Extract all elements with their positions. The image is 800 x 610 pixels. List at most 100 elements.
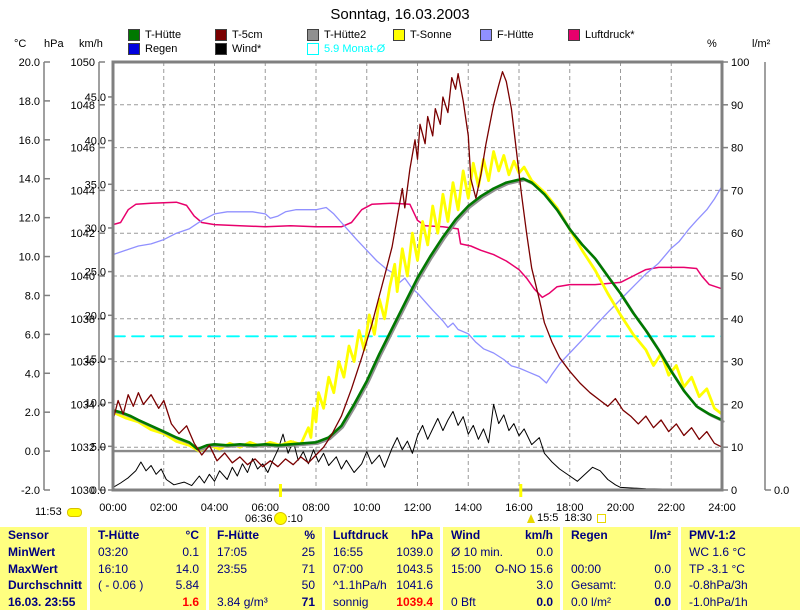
data-cell-value: 50	[301, 578, 315, 592]
percent-tick-label: 60	[731, 228, 743, 240]
kmh-tick-label: 40.0	[85, 136, 106, 148]
col-header-1-value: °C	[185, 528, 199, 542]
hpa-tick-label: 1048	[71, 100, 95, 112]
page-title: Sonntag, 16.03.2003	[330, 6, 470, 23]
celsius-tick-label: 20.0	[19, 57, 40, 69]
pmv-cell-text: -1.0hPa/1h	[689, 594, 748, 609]
time-tick-label: 04:00	[201, 502, 229, 514]
data-cell: 17:05 25	[206, 544, 322, 561]
percent-tick-label: 40	[731, 314, 743, 326]
data-cell: 15:00 O-NO 15.6	[440, 560, 560, 577]
hpa-tick-label: 1044	[71, 185, 95, 197]
legend-item-regen: Regen	[128, 43, 177, 55]
legend-label: T-Sonne	[410, 29, 452, 41]
time-tick-label: 12:00	[404, 502, 432, 514]
col-header-2-value: %	[304, 528, 315, 542]
data-cell-value: 71	[301, 561, 315, 576]
series-f-h-tte	[112, 185, 723, 384]
data-cell-value: 0.1	[182, 545, 199, 559]
series-luftdruck-	[112, 201, 723, 299]
row-label: Durchschnitt	[0, 577, 87, 594]
axis-unit-celsius: °C	[14, 38, 27, 50]
data-cell: 03:20 0.1	[87, 544, 206, 561]
col-header-3-value: hPa	[410, 528, 433, 542]
data-cell-value: 0.0	[654, 578, 671, 592]
legend-color-swatch	[215, 43, 227, 55]
current-time-label: 11:53	[35, 506, 62, 518]
legend-item-f-h-tte: F-Hütte	[480, 29, 534, 41]
row-label-text: Durchschnitt	[8, 578, 83, 592]
celsius-tick-label: 8.0	[25, 290, 40, 302]
kmh-tick-label: 0.0	[91, 485, 106, 497]
pmv-cell: TP -3.1 °C	[678, 560, 800, 577]
data-cell-value: 71	[301, 594, 315, 609]
legend-item-t-5cm: T-5cm	[215, 29, 263, 41]
legend-label: 5.9 Monat-Ø	[324, 43, 386, 55]
current-time-annotation: 11:53	[35, 506, 82, 518]
data-cell-text: Gesamt:	[571, 578, 617, 592]
axis-unit-kmh: km/h	[79, 38, 103, 50]
percent-tick-label: 50	[731, 271, 743, 283]
col-header-6-text: PMV-1:2	[689, 528, 736, 542]
data-cell: 3.0	[440, 577, 560, 594]
data-cell-value: O-NO 15.6	[494, 561, 553, 576]
data-cell-value: 1041.6	[396, 578, 433, 592]
row-label-text: MinWert	[8, 545, 56, 559]
data-cell: Ø 10 min. 0.0	[440, 544, 560, 561]
hpa-tick-label: 1040	[71, 271, 95, 283]
table-header-row: Sensor T-Hütte °C F-Hütte% Luftdruck hPa Wind k…	[0, 527, 800, 544]
kmh-tick-label: 35.0	[85, 179, 106, 191]
row-label-text: MaxWert	[8, 561, 58, 576]
data-cell: 23:55 71	[206, 560, 322, 577]
data-cell: 50	[206, 577, 322, 594]
col-header-0: Sensor	[0, 527, 87, 544]
data-cell-text: 23:55	[217, 561, 248, 576]
celsius-tick-label: 4.0	[25, 368, 40, 380]
data-cell: 3.84 g/m³ 71	[206, 593, 322, 610]
series-t-sonne	[111, 150, 724, 453]
data-cell-text: ( - 0.06 )	[98, 578, 144, 592]
percent-tick-label: 30	[731, 357, 743, 369]
legend-color-swatch	[393, 29, 405, 41]
data-cell-text: 17:05	[217, 545, 248, 559]
time-tick-label: 24:00	[708, 502, 736, 514]
data-cell-value: 25	[301, 545, 315, 559]
legend-label: T-5cm	[232, 29, 263, 41]
kmh-tick-label: 20.0	[85, 310, 106, 322]
col-header-0-text: Sensor	[8, 528, 49, 542]
time-tick-label: 16:00	[505, 502, 533, 514]
row-label: 16.03. 23:55	[0, 594, 87, 610]
data-cell: 0.0 l/m² 0.0	[560, 593, 678, 610]
col-header-5: Regen l/m²	[560, 527, 678, 544]
legend-label: Luftdruck*	[585, 29, 635, 41]
data-cell-text: 0 Bft	[451, 594, 476, 609]
kmh-tick-label: 45.0	[85, 92, 106, 104]
time-tick-label: 20:00	[607, 502, 635, 514]
data-cell-text: 16:55	[333, 545, 364, 559]
percent-tick-label: 90	[731, 100, 743, 112]
afternoon-mark-label: 15:5	[537, 512, 559, 524]
arrow-up-icon	[527, 513, 535, 523]
time-tick-label: 06:00	[251, 502, 279, 514]
hpa-tick-label: 1050	[71, 57, 95, 69]
data-cell: 00:00 0.0	[560, 560, 678, 577]
legend-color-swatch	[307, 43, 319, 55]
pmv-cell: WC 1.6 °C	[678, 544, 800, 561]
celsius-tick-label: 14.0	[19, 174, 40, 186]
sunset-annotation: 15:5 18:30	[527, 512, 606, 524]
sun-icon	[273, 512, 287, 525]
series-t-h-tte	[111, 177, 724, 451]
celsius-tick-label: 10.0	[19, 252, 40, 264]
time-tick-label: 02:00	[150, 502, 178, 514]
data-cell-value: 1039.4	[396, 594, 433, 609]
celsius-tick-label: 2.0	[25, 407, 40, 419]
time-tick-label: 10:00	[353, 502, 381, 514]
legend-item-5-9-monat-: 5.9 Monat-Ø	[307, 43, 385, 55]
data-cell-text: 15:00	[451, 561, 482, 576]
legend-label: Regen	[145, 43, 178, 55]
data-cell-text: 00:00	[571, 561, 602, 576]
data-cell-text: 0.0 l/m²	[571, 594, 612, 609]
hpa-tick-label: 1030	[71, 485, 95, 497]
sunrise-suffix-label: :10	[287, 512, 303, 525]
